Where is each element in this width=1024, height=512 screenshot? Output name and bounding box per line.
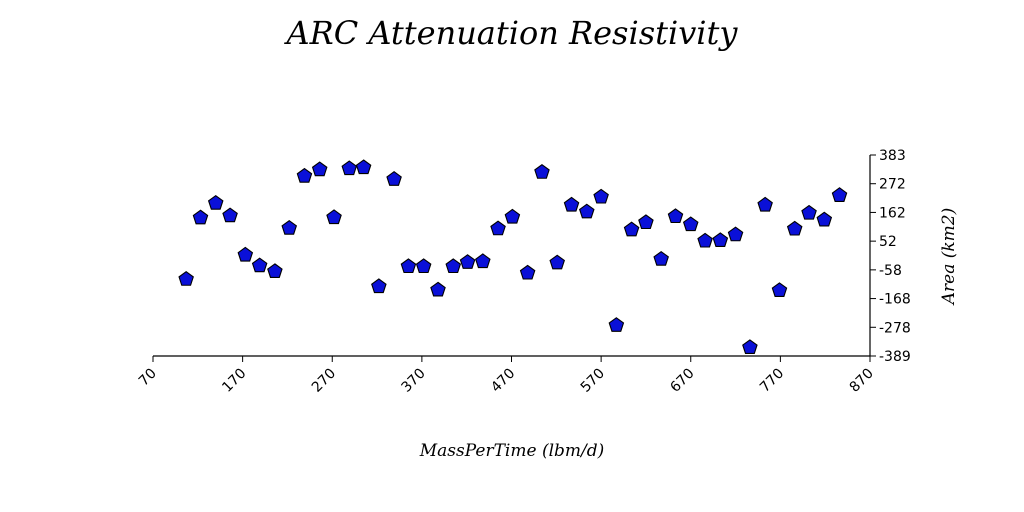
x-axis-label: MassPerTime (lbm/d) <box>419 441 605 461</box>
data-point <box>534 163 550 179</box>
x-tick-label: 670 <box>667 366 697 396</box>
y-tick-label: 52 <box>879 234 897 250</box>
x-axis-ticks: 70 170 270 370 470 570 670 770 870 <box>136 356 877 396</box>
data-point <box>653 250 669 266</box>
data-point <box>579 203 595 219</box>
data-point <box>816 211 833 227</box>
data-point <box>296 167 313 183</box>
y-tick-label: -389 <box>879 349 911 365</box>
data-point <box>459 254 476 269</box>
data-point <box>267 263 283 279</box>
chart-title: ARC Attenuation Resistivity <box>284 14 739 52</box>
data-point <box>311 161 328 177</box>
data-point <box>682 216 699 232</box>
data-point <box>801 204 817 220</box>
data-point <box>623 221 640 237</box>
data-point <box>430 281 446 297</box>
data-point <box>251 257 268 273</box>
y-tick-label: -278 <box>879 320 911 336</box>
data-point <box>786 220 803 236</box>
data-point <box>757 196 773 212</box>
data-point <box>281 219 298 235</box>
x-tick-label: 870 <box>847 366 877 396</box>
y-tick-label: 162 <box>879 205 906 221</box>
x-tick-label: 270 <box>309 366 339 396</box>
data-point <box>563 196 580 212</box>
y-tick-label: 272 <box>879 177 906 193</box>
x-tick-label: 570 <box>578 366 608 396</box>
data-point <box>341 160 358 176</box>
data-point <box>222 207 238 223</box>
data-point <box>207 194 224 210</box>
data-point <box>504 208 521 224</box>
data-point <box>608 317 625 332</box>
x-tick-label: 470 <box>488 366 518 396</box>
x-tick-label: 170 <box>219 366 249 396</box>
y-tick-label: -58 <box>879 263 902 279</box>
x-tick-label: 370 <box>398 366 428 396</box>
y-axis-ticks: 383 272 162 52 -58 -168 -278 -389 <box>870 148 911 365</box>
data-point <box>697 232 713 248</box>
data-point <box>355 159 372 175</box>
data-point <box>192 209 209 225</box>
data-point <box>326 209 342 225</box>
data-point <box>237 246 254 262</box>
data-point <box>727 226 744 242</box>
data-point <box>742 339 758 355</box>
data-point <box>712 232 729 248</box>
data-point <box>831 187 848 202</box>
data-point <box>371 278 387 294</box>
data-points <box>178 159 848 355</box>
data-point <box>490 220 506 236</box>
data-point <box>593 188 609 204</box>
data-point <box>415 258 432 274</box>
data-point <box>400 258 417 274</box>
y-tick-label: 383 <box>879 148 906 164</box>
data-point <box>667 208 684 224</box>
data-point <box>519 264 536 280</box>
x-tick-label: 770 <box>757 366 787 396</box>
data-point <box>771 282 788 298</box>
y-axis-label: Area (km2) <box>939 208 959 307</box>
data-point <box>445 258 462 274</box>
data-point <box>178 271 194 286</box>
data-point <box>386 171 402 186</box>
data-point <box>475 253 491 269</box>
x-tick-label: 70 <box>136 366 160 390</box>
y-tick-label: -168 <box>879 292 911 308</box>
data-point <box>549 254 565 270</box>
data-point <box>638 214 654 230</box>
